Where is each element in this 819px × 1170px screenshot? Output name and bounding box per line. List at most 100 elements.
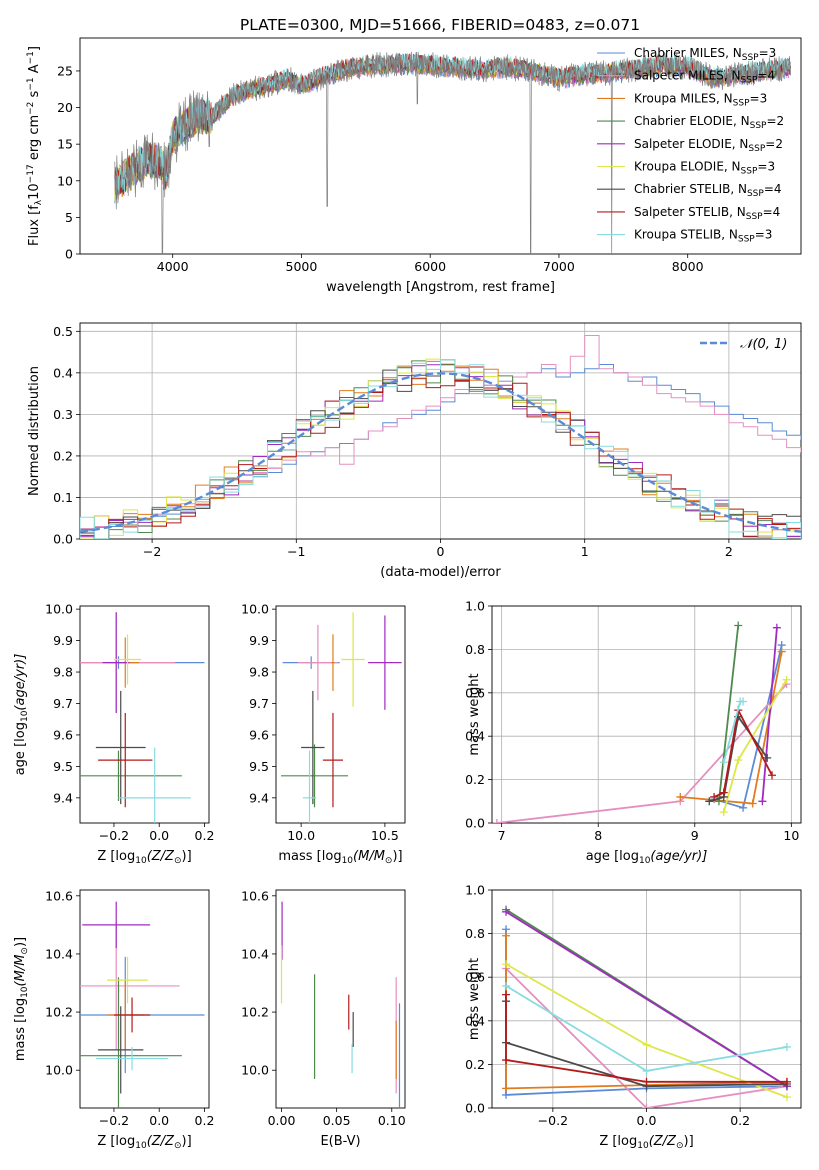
x-tick-label: −0.2 <box>99 1113 129 1128</box>
axes-frame <box>79 889 210 1109</box>
y-tick-label: 0.2 <box>53 448 73 463</box>
weight-marker <box>777 647 786 656</box>
weight-marker <box>719 808 728 817</box>
weight-marker <box>642 1040 651 1049</box>
figure-title: PLATE=0300, MJD=51666, FIBERID=0483, z=0… <box>240 16 640 34</box>
y-tick-label: 10.4 <box>241 946 269 961</box>
y-tick-label: 0.4 <box>465 1013 485 1028</box>
x-axis-label: (data-model)/error <box>380 565 501 580</box>
y-tick-label: 0.6 <box>465 970 485 985</box>
y-tick-label: 5 <box>65 210 73 225</box>
histogram-step <box>80 358 801 539</box>
weight-marker <box>502 1056 511 1065</box>
y-tick-label: 1.0 <box>465 599 485 614</box>
x-tick-label: 10.5 <box>371 828 399 843</box>
plot-area <box>492 621 791 823</box>
legend-label: Kroupa STELIB, NSSP=3 <box>634 228 772 245</box>
weight-marker <box>734 756 743 765</box>
weight-marker <box>719 758 728 767</box>
y-tick-label: 0.0 <box>53 532 73 547</box>
weight-marker <box>710 792 719 801</box>
x-tick-label: −0.2 <box>99 828 129 843</box>
y-tick-label: 0.4 <box>53 365 73 380</box>
weight-vs-metallicity-panel: −0.2 0.0 0.2 0.0 0.2 0.4 0.6 0.8 1.0 Z [log10(Z/Z… <box>465 883 802 1151</box>
x-axis-label: Z [log10(Z/Z⊙)] <box>97 1134 191 1151</box>
x-tick-label: 4000 <box>157 259 189 274</box>
x-tick-label: 0.2 <box>195 828 215 843</box>
mass-vs-metallicity-panel: −0.2 0.0 0.2 10.0 10.2 10.4 10.6 Z [log10(Z/Z⊙)… <box>13 888 214 1151</box>
y-tick-label: 0.0 <box>465 1101 485 1116</box>
weight-marker <box>758 797 767 806</box>
x-tick-label: 10 <box>783 828 799 843</box>
y-tick-label: 9.4 <box>53 790 73 805</box>
y-tick-label: 25 <box>57 63 73 78</box>
mass-vs-extinction-panel: 0.00 0.05 0.10 10.0 10.2 10.4 10.6 E(B-V) <box>241 888 406 1149</box>
weight-marker <box>739 697 748 706</box>
x-tick-label: 0.0 <box>637 1113 657 1128</box>
y-tick-label: 10.0 <box>241 1063 269 1078</box>
y-tick-label: 9.8 <box>249 665 269 680</box>
weight-marker <box>502 990 511 999</box>
y-axis-label: mass weight <box>467 958 482 1040</box>
observed-spectrum-line <box>114 51 791 254</box>
y-axis-label: Normed distribution <box>27 366 42 496</box>
y-tick-label: 9.7 <box>249 696 269 711</box>
y-tick-label: 10.2 <box>241 1005 269 1020</box>
y-tick-label: 9.5 <box>53 759 73 774</box>
weight-marker <box>676 792 685 801</box>
y-tick-label: 0.2 <box>465 772 485 787</box>
axes-frame <box>79 37 802 255</box>
x-tick-label: 0.00 <box>268 1113 296 1128</box>
x-axis-label: Z [log10(Z/Z⊙)] <box>599 1134 693 1151</box>
plot-area <box>502 905 791 1108</box>
y-tick-label: 10.0 <box>45 1063 73 1078</box>
weight-line <box>505 994 787 1083</box>
age-vs-mass-panel: 10.0 10.5 9.4 9.5 9.6 9.7 9.8 9.9 10.0 mass [log1… <box>241 602 406 866</box>
y-tick-label: 1.0 <box>465 883 485 898</box>
legend-label: Chabrier ELODIE, NSSP=2 <box>634 114 784 131</box>
plot-area <box>281 612 402 823</box>
x-axis-label: wavelength [Angstrom, rest frame] <box>326 280 555 295</box>
axes-frame <box>491 605 802 824</box>
weight-marker <box>502 960 511 969</box>
x-tick-label: 9 <box>691 828 699 843</box>
x-tick-label: 0.0 <box>149 1113 169 1128</box>
weight-marker <box>502 907 511 916</box>
x-tick-label: 8 <box>594 828 602 843</box>
y-tick-label: 15 <box>57 137 73 152</box>
y-tick-label: 20 <box>57 100 73 115</box>
x-axis-label: E(B-V) <box>320 1134 360 1149</box>
histogram-step <box>80 335 801 539</box>
axes-frame <box>275 889 406 1109</box>
x-tick-label: 0.10 <box>378 1113 406 1128</box>
weight-marker <box>642 1066 651 1075</box>
weight-marker <box>739 803 748 812</box>
y-tick-label: 9.8 <box>53 665 73 680</box>
x-tick-label: 0.05 <box>323 1113 351 1128</box>
x-axis-label: age [log10(age/yr)] <box>586 849 708 866</box>
y-tick-label: 9.6 <box>53 727 73 742</box>
normal-curve <box>80 372 801 533</box>
legend-label: Salpeter STELIB, NSSP=4 <box>634 205 780 222</box>
weight-vs-age-panel: 7 8 9 10 0.0 0.2 0.4 0.6 0.8 1.0 age [log10(age/yr… <box>465 599 802 866</box>
legend-label: Chabrier STELIB, NSSP=4 <box>634 182 782 199</box>
x-axis-label: Z [log10(Z/Z⊙)] <box>97 849 191 866</box>
x-tick-label: 0.2 <box>195 1113 215 1128</box>
legend-label: Kroupa ELODIE, NSSP=3 <box>634 160 775 177</box>
x-tick-label: 10.0 <box>287 828 315 843</box>
legend-label: 𝒩(0, 1) <box>740 337 787 352</box>
x-tick-label: 0.0 <box>149 828 169 843</box>
weight-marker <box>705 797 714 806</box>
y-axis-label: mass weight <box>467 673 482 755</box>
weight-marker <box>782 1042 791 1051</box>
y-tick-label: 9.9 <box>249 633 269 648</box>
y-tick-label: 0.5 <box>53 324 73 339</box>
axes-frame <box>275 605 406 824</box>
y-axis-label: Flux [fλ10−17 erg cm−2 s−1 A−1] <box>26 46 44 246</box>
legend-label: Kroupa MILES, NSSP=3 <box>634 91 767 108</box>
plot-area <box>280 901 401 1108</box>
histogram-step <box>80 363 801 539</box>
y-tick-label: 10.6 <box>241 888 269 903</box>
y-tick-label: 0.3 <box>53 407 73 422</box>
weight-marker <box>719 788 728 797</box>
